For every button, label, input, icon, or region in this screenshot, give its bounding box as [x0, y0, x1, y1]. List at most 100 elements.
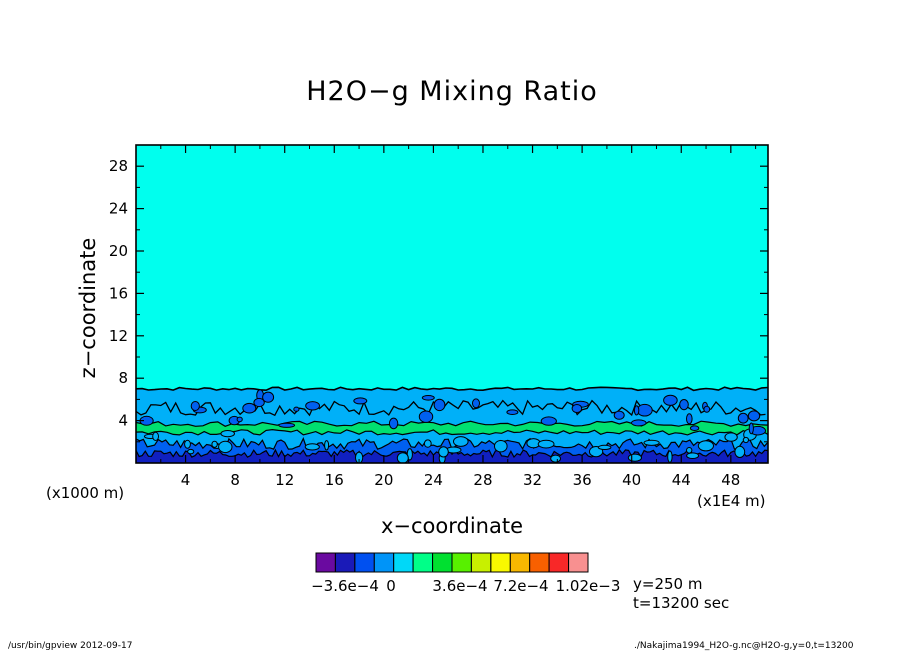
colorbar-swatch	[412, 552, 434, 573]
colorbar-swatch	[373, 552, 395, 573]
contour-cell	[190, 401, 200, 411]
y-tick-label: 8	[118, 369, 128, 387]
contour-line-top	[136, 386, 768, 392]
contour-cell	[537, 439, 555, 449]
colorbar-swatch	[315, 552, 336, 573]
x-tick-label: 24	[424, 471, 443, 489]
y-tick-label: 16	[109, 284, 128, 302]
contour-cell	[187, 448, 195, 455]
contour-cell	[703, 405, 711, 413]
contour-cell	[613, 410, 625, 420]
colorbar-label: −3.6e−4	[311, 577, 379, 595]
y-tick-label: 28	[109, 157, 128, 175]
contour-cell	[697, 440, 715, 452]
footer-right: ./Nakajima1994_H2O-g.nc@H2O-g,y=0,t=1320…	[634, 641, 854, 651]
contour-cell	[218, 440, 233, 454]
contour-cell	[550, 454, 561, 463]
contour-cell	[636, 403, 653, 417]
contour-cell	[211, 440, 218, 448]
contour-cell	[304, 443, 320, 451]
contour-cell	[686, 452, 700, 460]
contour-cell	[278, 422, 296, 428]
contour-cell	[679, 399, 689, 411]
x-tick-label: 8	[230, 471, 240, 489]
contour-cell	[627, 453, 643, 462]
contour-cell	[667, 450, 673, 463]
y-axis-label: z−coordinate	[76, 237, 100, 379]
contour-cell	[305, 401, 321, 411]
contour-cell	[540, 416, 557, 426]
colorbar-swatch	[354, 552, 375, 573]
contour-cell	[262, 391, 275, 403]
contour-cell	[734, 445, 746, 458]
colorbar: −3.6e−4 0 3.6e−4 7.2e−4 1.02e−3	[311, 552, 621, 595]
colorbar-swatch	[470, 552, 492, 573]
contour-cell	[597, 444, 612, 450]
x-tick-label: 48	[721, 471, 740, 489]
contour-cell	[506, 409, 519, 416]
y-position-label: y=250 m	[633, 575, 703, 593]
colorbar-label: 3.6e−4	[432, 577, 487, 595]
contour-cell	[418, 410, 434, 423]
colorbar-label: 7.2e−4	[493, 577, 548, 595]
contour-cell	[423, 439, 432, 448]
colorbar-swatch	[393, 552, 414, 573]
y-tick-label: 24	[109, 200, 128, 218]
colorbar-label: 0	[386, 577, 396, 595]
contour-cell	[253, 397, 265, 408]
contour-cell	[236, 416, 243, 423]
x-tick-label: 40	[622, 471, 641, 489]
contour-cell	[686, 447, 693, 454]
contour-cell	[747, 410, 761, 422]
contour-line-mid	[136, 399, 766, 417]
colorbar-label: 1.02e−3	[556, 577, 621, 595]
x-tick-label: 28	[473, 471, 492, 489]
contour-cell	[152, 431, 160, 441]
contour-cell	[355, 451, 364, 463]
contour-cell	[438, 446, 449, 458]
x-tick-label: 12	[275, 471, 294, 489]
contour-cell	[643, 439, 660, 446]
contour-cell	[737, 412, 749, 424]
x-axis-label: x−coordinate	[380, 514, 524, 538]
contour-cell	[663, 394, 678, 406]
x-axis-ticks: 4 8 12 16 20 24 28 32 36 40 44 48	[160, 145, 757, 489]
y-axis-ticks: 4 8 12 16 20 24 28	[109, 144, 768, 443]
x-tick-label: 32	[523, 471, 542, 489]
contour-cell	[633, 405, 640, 416]
contour-cell	[631, 419, 647, 427]
contour-cell	[242, 402, 257, 414]
contour-cell	[724, 432, 738, 442]
contour-cell	[433, 398, 446, 412]
colorbar-swatch	[432, 552, 453, 573]
y-tick-label: 4	[118, 412, 128, 430]
time-label: t=13200 sec	[633, 594, 730, 612]
x-units-label: (x1000 m)	[46, 484, 125, 502]
x-tick-label: 36	[573, 471, 592, 489]
colorbar-swatch	[529, 552, 550, 573]
x-tick-label: 16	[325, 471, 344, 489]
contour-cell	[472, 398, 480, 409]
contour-cell	[571, 404, 583, 413]
contour-bands	[136, 386, 768, 463]
contour-cell	[396, 452, 409, 463]
contour-cell	[184, 439, 191, 449]
colorbar-swatch	[451, 552, 472, 573]
x-tick-label: 44	[672, 471, 691, 489]
contour-cell	[689, 425, 700, 432]
x-tick-label: 20	[374, 471, 393, 489]
contour-cell	[353, 397, 368, 405]
plot-frame	[135, 144, 769, 464]
contour-line-bottom	[136, 448, 768, 459]
colorbar-swatch	[509, 552, 531, 573]
y-tick-label: 12	[109, 327, 128, 345]
contour-cell	[748, 422, 754, 435]
contour-cell	[742, 436, 750, 444]
colorbar-swatch	[548, 552, 569, 573]
contour-cell	[324, 440, 330, 451]
colorbar-swatch	[334, 552, 356, 573]
contour-cell	[494, 440, 508, 453]
contour-cell	[388, 417, 399, 430]
y-tick-label: 20	[109, 242, 128, 260]
